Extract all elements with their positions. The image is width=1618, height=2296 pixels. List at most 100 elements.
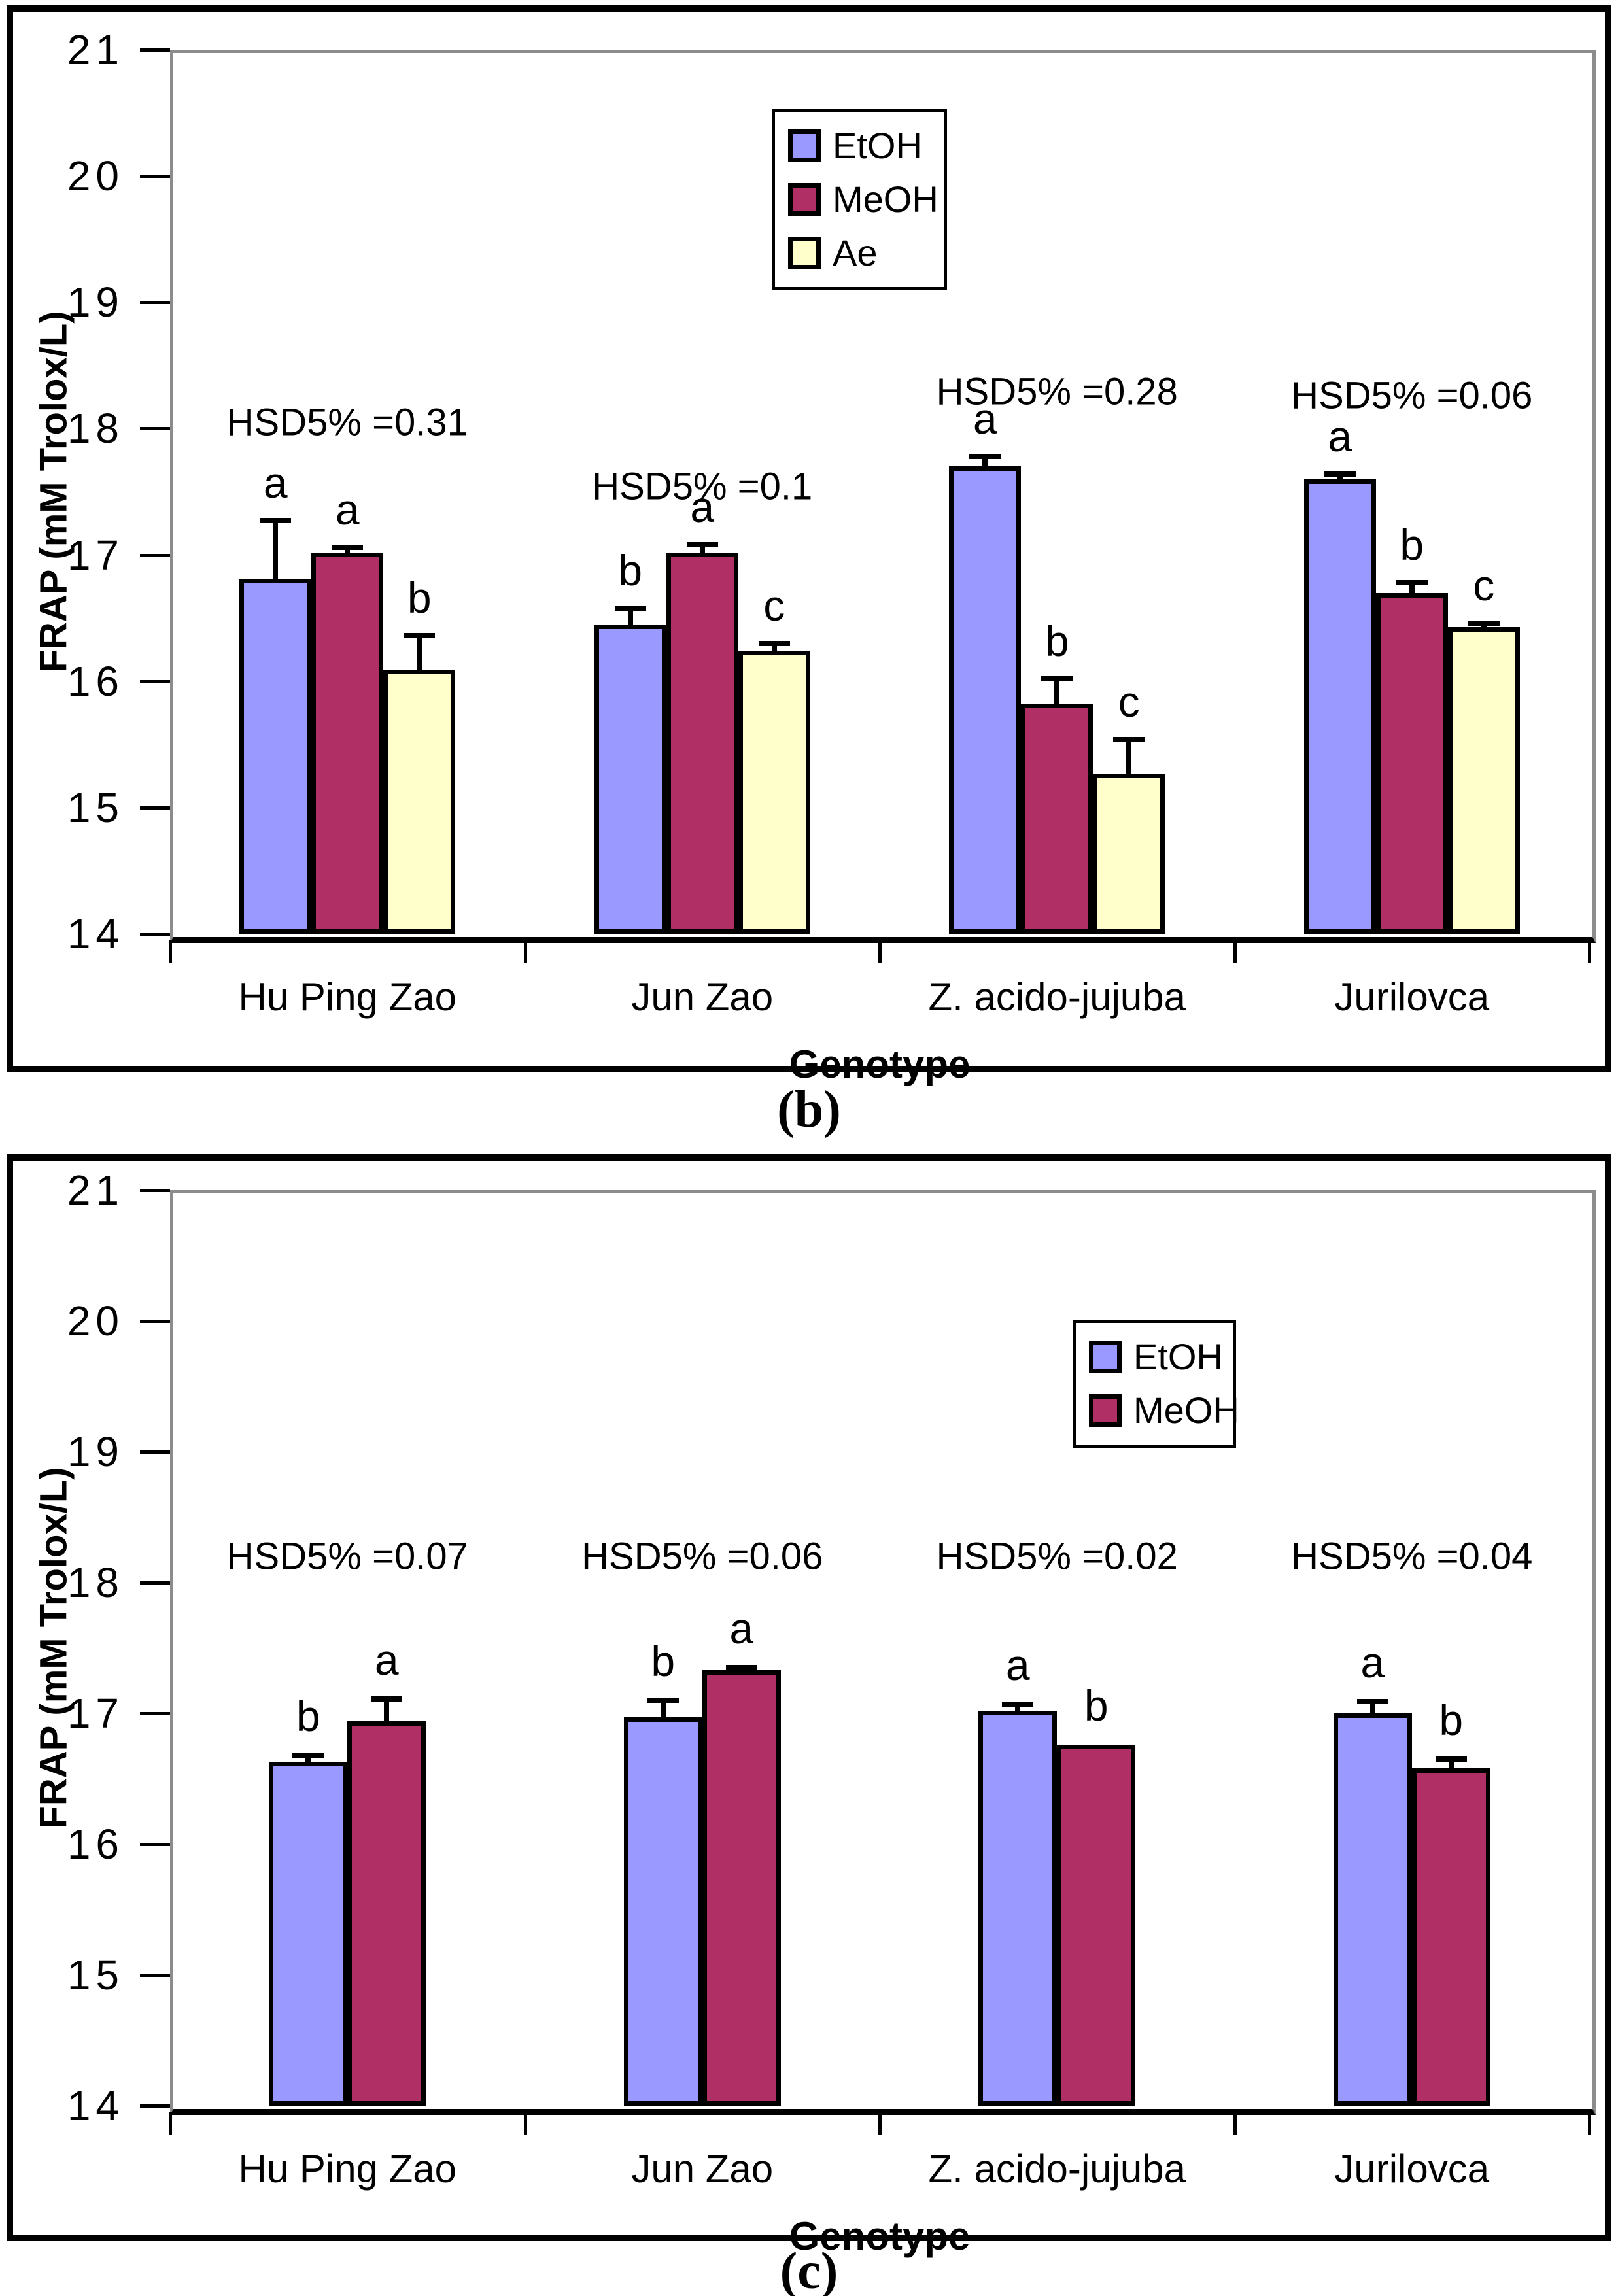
error-bar	[699, 545, 705, 553]
bar-ae-2	[738, 651, 810, 934]
chart-b-panel: 14 15 16 17 18 19 20 21 Hu Ping Zao Jun Zao Z. aci…	[7, 5, 1611, 1086]
plot-area	[170, 1190, 1596, 2115]
y-axis-tick-label: 16	[67, 657, 124, 705]
significance-letter: a	[374, 1636, 399, 1684]
error-bar-cap	[1356, 1699, 1388, 1704]
y-axis-tick	[140, 679, 170, 683]
error-bar	[1409, 583, 1415, 593]
x-category-label: Jun Zao	[631, 975, 774, 1019]
y-axis-tick	[140, 1843, 170, 1846]
bar-etoh-2	[623, 1717, 702, 2106]
y-axis-tick	[140, 48, 170, 52]
x-axis-tick	[523, 940, 527, 963]
y-axis-tick-label: 19	[67, 279, 124, 326]
bar-etoh-3	[978, 1711, 1058, 2106]
significance-letter: b	[407, 574, 432, 623]
x-axis-tick	[1588, 940, 1591, 963]
y-axis-tick	[140, 553, 170, 557]
x-category-label: Jurilovca	[1334, 975, 1490, 1019]
y-axis-tick-label: 14	[67, 910, 124, 957]
plot-area	[170, 50, 1596, 943]
error-bar-cap	[260, 518, 292, 524]
y-axis-tick	[140, 427, 170, 431]
error-bar	[660, 1700, 666, 1717]
error-bar-cap	[1324, 471, 1356, 477]
x-axis-tick	[169, 2112, 172, 2135]
hsd-annotation: HSD5% =0.31	[226, 401, 468, 444]
legend-label: MeOH	[833, 179, 938, 220]
x-axis-title: Genotype	[789, 2214, 971, 2258]
legend-item-ae: Ae	[788, 235, 931, 271]
x-category-label: Z. acido-jujuba	[928, 2147, 1186, 2191]
bar-meoh-4	[1411, 1768, 1490, 2106]
x-axis-title: Genotype	[789, 1042, 971, 1086]
significance-letter: b	[296, 1692, 320, 1740]
bar-ae-3	[1093, 773, 1165, 934]
legend-swatch-icon	[1089, 1394, 1122, 1427]
y-axis-tick-label: 21	[67, 26, 124, 73]
y-axis-title: FRAP (mM Trolox/L)	[32, 1467, 75, 1829]
error-bar-cap	[725, 1665, 757, 1670]
error-bar-cap	[647, 1698, 679, 1703]
y-axis-tick-label: 21	[67, 1167, 124, 1214]
bar-meoh-4	[1375, 592, 1448, 934]
significance-letter: b	[1400, 521, 1424, 570]
error-bar-cap	[1396, 580, 1428, 586]
significance-letter: b	[651, 1637, 676, 1685]
error-bar	[273, 521, 279, 579]
y-axis-title: FRAP (mM Trolox/L)	[32, 311, 75, 673]
y-axis-tick-label: 17	[67, 531, 124, 579]
y-axis-tick	[140, 1712, 170, 1715]
caption-c: (c)	[780, 2242, 838, 2296]
error-bar	[1015, 1704, 1021, 1711]
y-axis-tick	[140, 301, 170, 305]
legend-swatch-icon	[1089, 1341, 1122, 1373]
y-axis-tick-label: 19	[67, 1428, 124, 1475]
y-axis-tick	[140, 1320, 170, 1323]
bar-meoh-3	[1057, 1745, 1136, 2106]
error-bar	[1369, 1702, 1375, 1713]
error-bar-cap	[1002, 1702, 1034, 1707]
hsd-annotation: HSD5% =0.06	[581, 1535, 823, 1578]
legend-item-meoh: MeOH	[788, 181, 938, 218]
error-bar-cap	[1041, 676, 1073, 681]
error-bar	[771, 643, 777, 651]
chart-c-panel: 14 15 16 17 18 19 20 21 Hu Ping Zao Jun Zao Z. aci…	[7, 1154, 1611, 2258]
error-bar-cap	[758, 640, 790, 646]
error-bar	[417, 636, 422, 670]
y-axis-tick-label: 15	[67, 1951, 124, 1998]
y-axis-tick	[140, 175, 170, 179]
y-axis-tick	[140, 1974, 170, 1977]
significance-letter: b	[618, 545, 643, 594]
error-bar	[1126, 739, 1132, 774]
hsd-annotation: HSD5% =0.1	[592, 465, 813, 508]
error-bar	[1448, 1759, 1454, 1768]
error-bar	[384, 1699, 390, 1721]
error-bar-cap	[1468, 620, 1500, 626]
error-bar-cap	[404, 633, 436, 639]
y-axis-tick-label: 20	[67, 1297, 124, 1345]
error-bar-cap	[969, 453, 1001, 459]
x-axis-tick	[1233, 2112, 1237, 2135]
error-bar	[305, 1755, 311, 1762]
bar-etoh-3	[949, 466, 1022, 934]
legend-swatch-icon	[788, 183, 821, 216]
x-category-label: Hu Ping Zao	[238, 975, 457, 1019]
hsd-annotation: HSD5% =0.28	[936, 370, 1178, 413]
significance-letter: c	[1473, 560, 1495, 609]
bar-etoh-1	[269, 1762, 348, 2106]
legend-item-etoh: EtOH	[1089, 1339, 1223, 1375]
legend-swatch-icon	[788, 129, 821, 162]
hsd-annotation: HSD5% =0.04	[1291, 1535, 1533, 1578]
significance-letter: a	[973, 394, 997, 443]
legend: EtOH MeOH Ae	[772, 109, 947, 290]
bar-meoh-1	[347, 1721, 426, 2106]
significance-letter: a	[729, 1604, 754, 1653]
x-category-label: Z. acido-jujuba	[928, 975, 1186, 1019]
significance-letter: a	[335, 485, 360, 534]
x-axis-tick	[1588, 2112, 1591, 2135]
bar-etoh-1	[239, 579, 312, 934]
bar-etoh-4	[1333, 1713, 1412, 2106]
legend: EtOH MeOH	[1073, 1320, 1239, 1448]
